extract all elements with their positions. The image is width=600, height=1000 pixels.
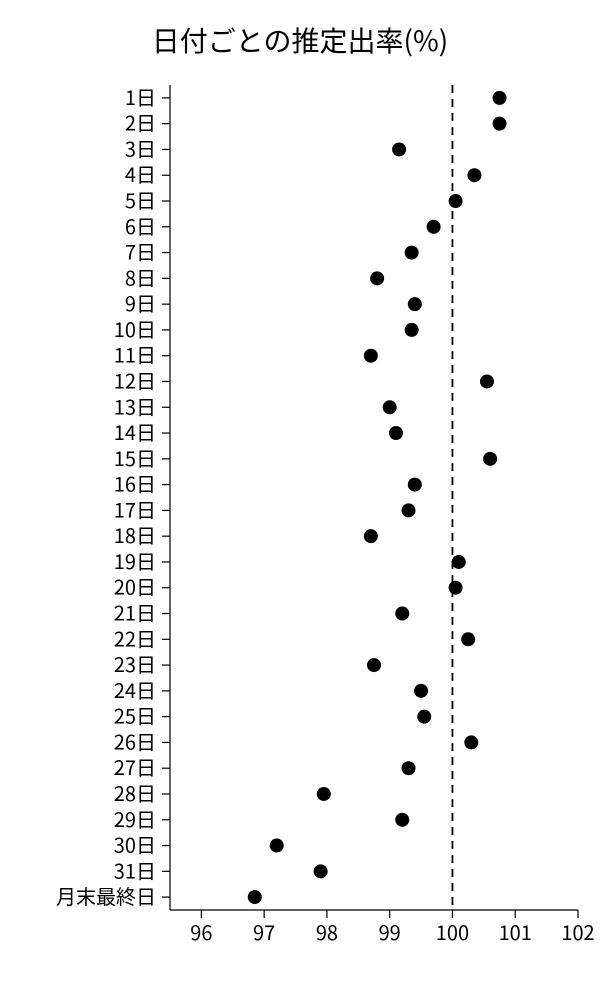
data-point bbox=[370, 271, 384, 285]
data-point bbox=[364, 349, 378, 363]
x-tick-label: 98 bbox=[316, 917, 338, 946]
x-tick-label: 102 bbox=[561, 917, 594, 946]
data-point bbox=[392, 142, 406, 156]
data-point bbox=[383, 400, 397, 414]
data-point bbox=[452, 555, 466, 569]
data-point bbox=[483, 452, 497, 466]
y-tick-label: 26日 bbox=[114, 726, 156, 755]
y-tick-label: 5日 bbox=[125, 185, 156, 214]
data-point bbox=[405, 246, 419, 260]
y-tick-label: 21日 bbox=[114, 598, 156, 627]
x-tick-label: 101 bbox=[499, 917, 532, 946]
y-tick-label: 14日 bbox=[114, 417, 156, 446]
y-tick-label: 3日 bbox=[125, 133, 156, 162]
data-point bbox=[317, 787, 331, 801]
y-tick-label: 24日 bbox=[114, 675, 156, 704]
y-tick-label: 12日 bbox=[114, 365, 156, 394]
y-tick-label: 30日 bbox=[114, 830, 156, 859]
y-tick-label: 15日 bbox=[114, 443, 156, 472]
y-tick-label: 19日 bbox=[114, 546, 156, 575]
data-point bbox=[493, 117, 507, 131]
data-point bbox=[414, 684, 428, 698]
y-tick-label: 22日 bbox=[114, 623, 156, 652]
y-tick-label: 25日 bbox=[114, 701, 156, 730]
data-point bbox=[427, 220, 441, 234]
y-tick-label: 17日 bbox=[114, 494, 156, 523]
x-tick-label: 100 bbox=[436, 917, 469, 946]
y-tick-label: 29日 bbox=[114, 804, 156, 833]
y-tick-label: 16日 bbox=[114, 469, 156, 498]
y-tick-label: 2日 bbox=[125, 108, 156, 137]
data-point bbox=[367, 658, 381, 672]
y-tick-label: 31日 bbox=[114, 855, 156, 884]
y-tick-label: 7日 bbox=[125, 237, 156, 266]
data-point bbox=[461, 632, 475, 646]
y-tick-label: 月末最終日 bbox=[56, 881, 156, 910]
data-point bbox=[389, 426, 403, 440]
data-point bbox=[395, 607, 409, 621]
data-point bbox=[493, 91, 507, 105]
data-point bbox=[449, 581, 463, 595]
data-point bbox=[364, 529, 378, 543]
x-tick-label: 99 bbox=[379, 917, 401, 946]
data-point bbox=[405, 323, 419, 337]
y-tick-label: 11日 bbox=[114, 340, 156, 369]
y-tick-label: 28日 bbox=[114, 778, 156, 807]
y-tick-label: 23日 bbox=[114, 649, 156, 678]
x-tick-label: 97 bbox=[253, 917, 275, 946]
y-tick-label: 18日 bbox=[114, 520, 156, 549]
y-tick-label: 6日 bbox=[125, 211, 156, 240]
data-point bbox=[314, 864, 328, 878]
data-point bbox=[395, 813, 409, 827]
data-point bbox=[480, 374, 494, 388]
y-tick-label: 27日 bbox=[114, 752, 156, 781]
data-point bbox=[449, 194, 463, 208]
chart-container: 日付ごとの推定出率(%) 1日2日3日4日5日6日7日8日9日10日11日12日… bbox=[0, 0, 600, 1000]
data-point bbox=[408, 297, 422, 311]
y-tick-label: 8日 bbox=[125, 262, 156, 291]
y-tick-label: 13日 bbox=[114, 391, 156, 420]
data-point bbox=[464, 735, 478, 749]
y-tick-label: 1日 bbox=[125, 82, 156, 111]
data-point bbox=[417, 710, 431, 724]
chart-svg: 1日2日3日4日5日6日7日8日9日10日11日12日13日14日15日16日1… bbox=[0, 0, 600, 1000]
data-point bbox=[270, 839, 284, 853]
y-tick-label: 10日 bbox=[114, 314, 156, 343]
x-tick-label: 96 bbox=[190, 917, 212, 946]
y-tick-label: 4日 bbox=[125, 159, 156, 188]
data-point bbox=[408, 478, 422, 492]
data-point bbox=[402, 761, 416, 775]
data-point bbox=[402, 503, 416, 517]
data-point bbox=[248, 890, 262, 904]
y-tick-label: 20日 bbox=[114, 572, 156, 601]
data-point bbox=[467, 168, 481, 182]
y-tick-label: 9日 bbox=[125, 288, 156, 317]
